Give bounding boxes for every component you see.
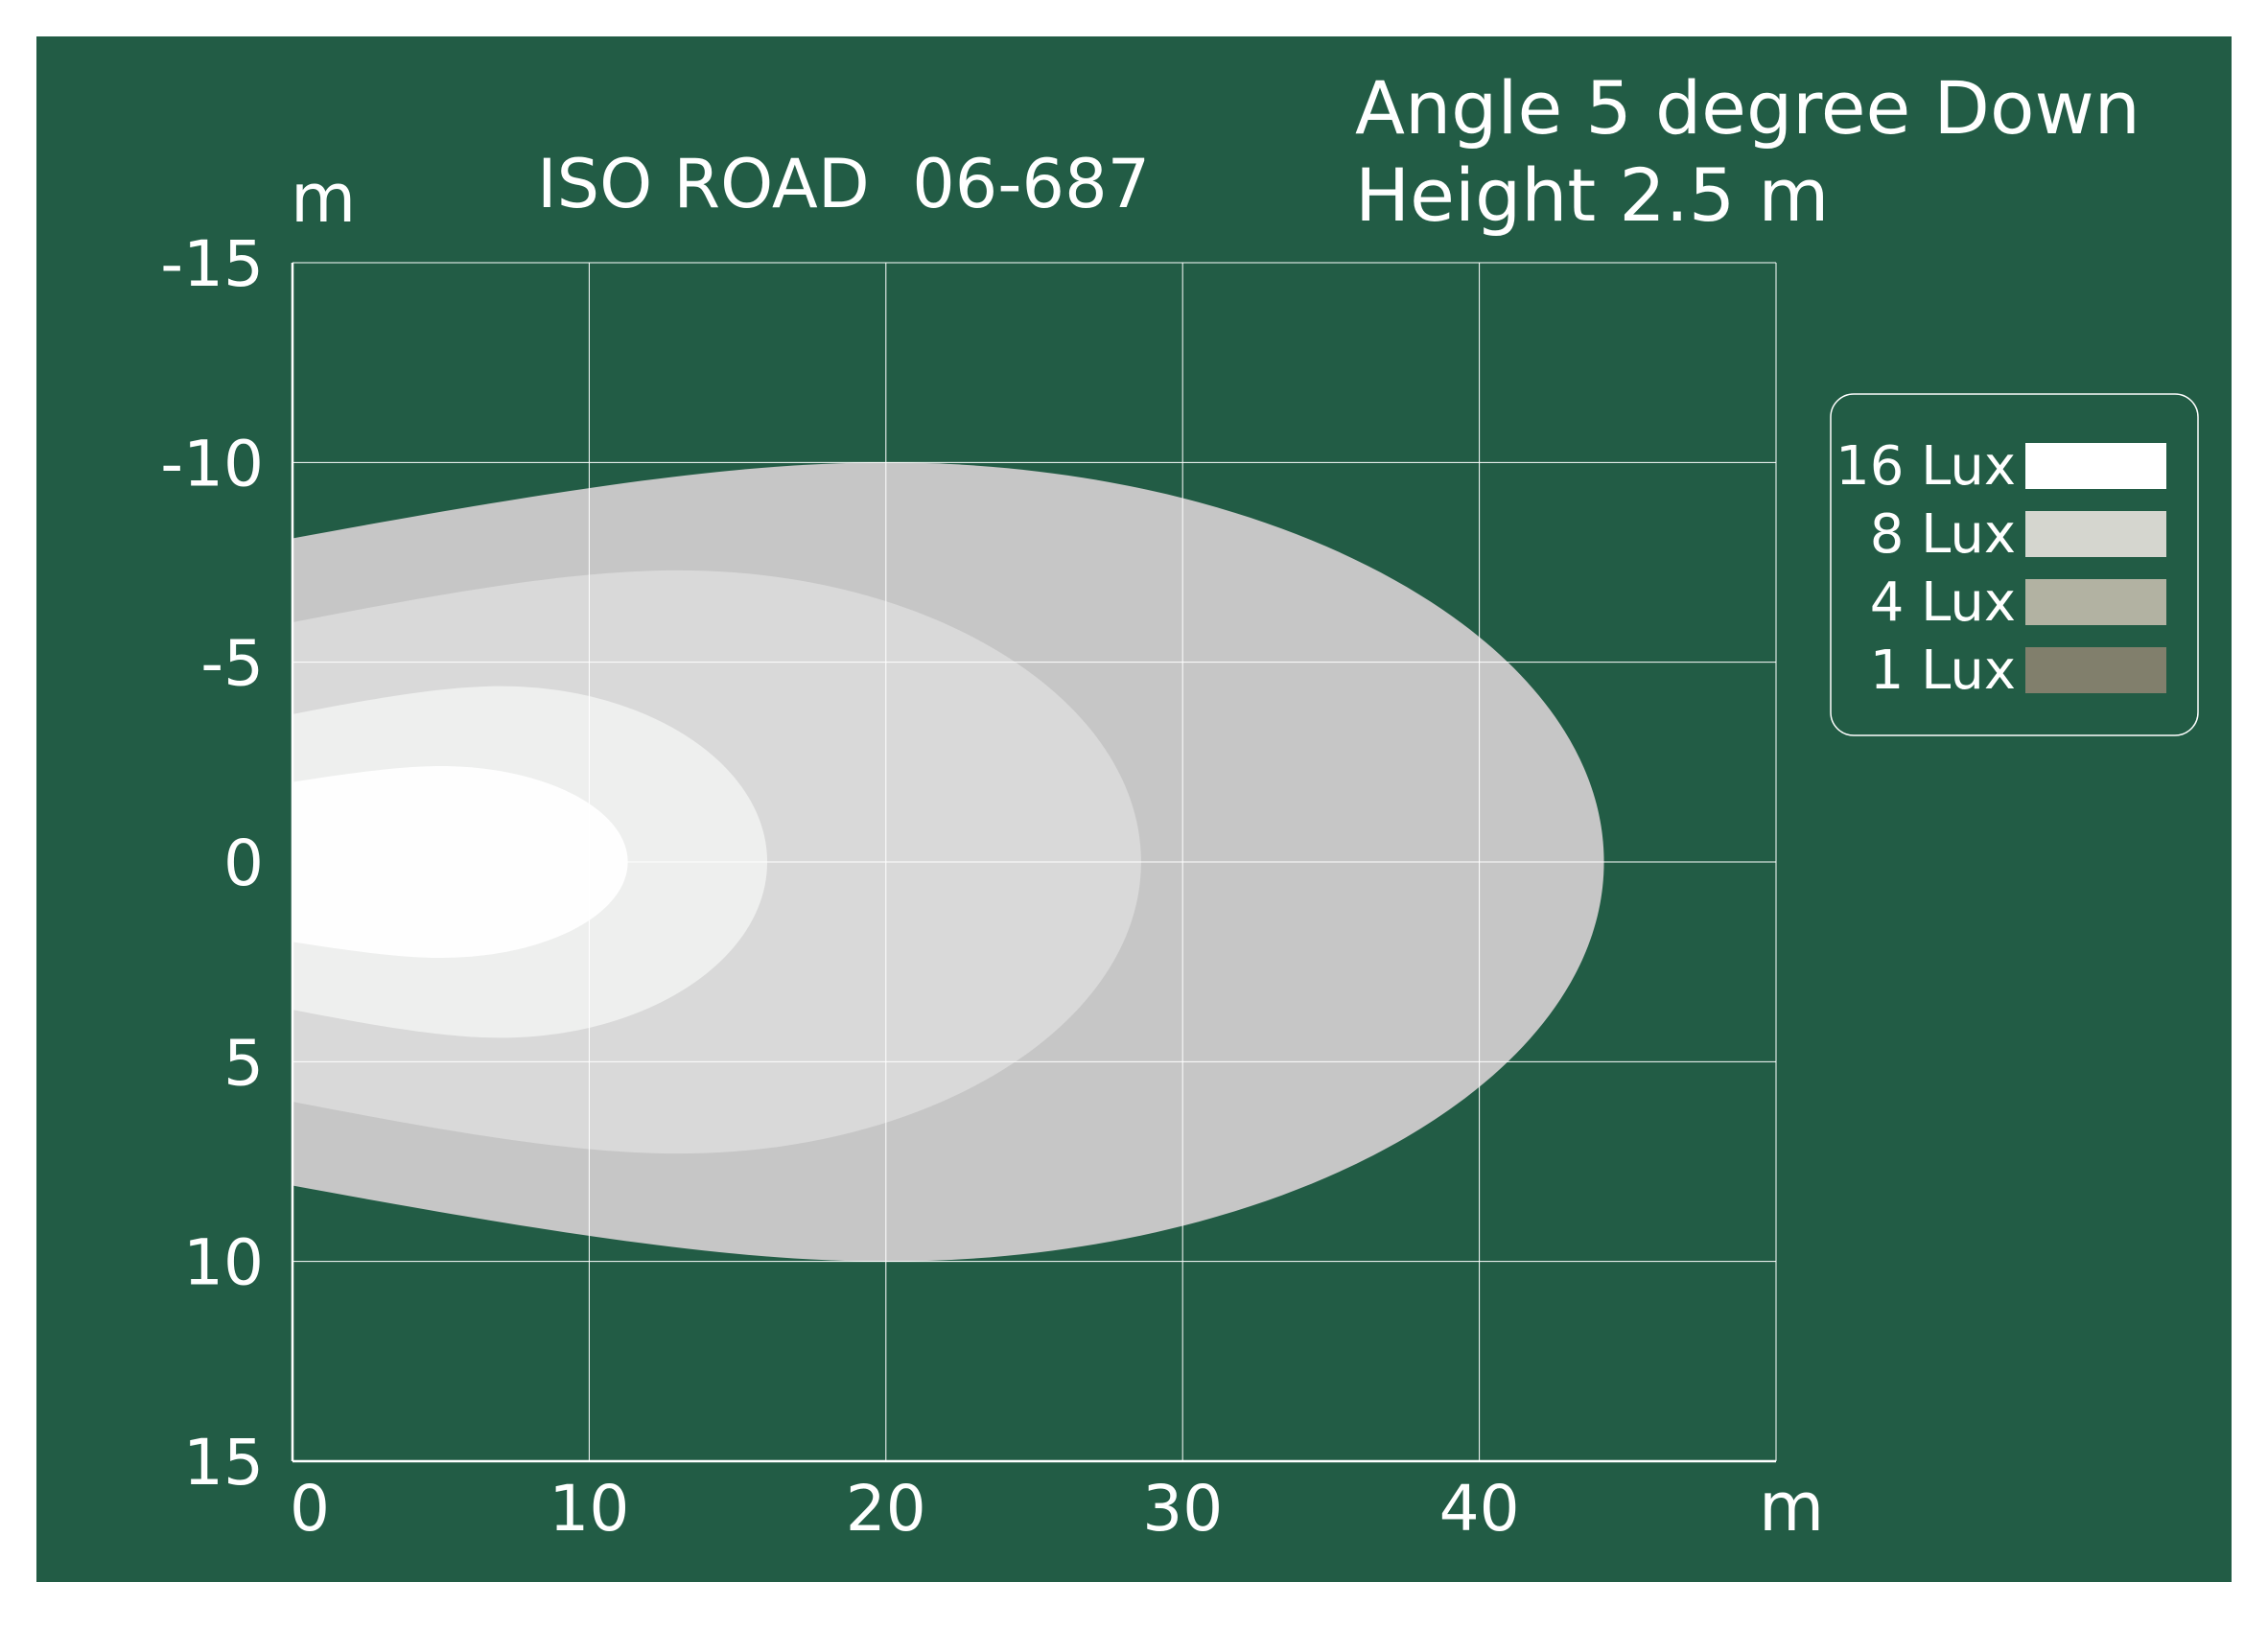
grid-lines: [291, 262, 1777, 1463]
chart-title: ISO ROAD 06-687: [537, 145, 1150, 223]
x-axis-unit-label: m: [1759, 1468, 1824, 1547]
y-tick-label: 5: [223, 1026, 264, 1100]
legend-frame: [1830, 393, 2199, 736]
x-tick-label: 0: [290, 1472, 330, 1546]
y-tick-label: 10: [183, 1226, 264, 1300]
y-tick-label: 15: [183, 1426, 264, 1500]
y-tick-label: -15: [160, 227, 264, 301]
legend-swatch: [2025, 511, 2166, 557]
height-subtitle: Height 2.5 m: [1355, 152, 1829, 238]
y-axis-unit-label: m: [291, 159, 356, 238]
y-tick-label: 0: [223, 826, 264, 900]
y-tick-labels: -15 -10 -5 0 5 10 15: [160, 227, 264, 1500]
x-tick-label: 30: [1142, 1472, 1223, 1546]
legend-label: 16 Lux: [1835, 435, 2016, 498]
legend-swatch: [2025, 443, 2166, 489]
y-tick-label: -5: [200, 627, 264, 701]
legend-label: 1 Lux: [1870, 640, 2016, 702]
angle-subtitle: Angle 5 degree Down: [1355, 65, 2140, 151]
legend-swatch: [2025, 579, 2166, 625]
legend-swatch: [2025, 647, 2166, 693]
x-tick-label: 40: [1439, 1472, 1520, 1546]
x-tick-labels: 0 10 20 30 40: [290, 1472, 1520, 1546]
x-tick-label: 20: [846, 1472, 926, 1546]
legend-label: 4 Lux: [1870, 571, 2016, 634]
legend-label: 8 Lux: [1870, 503, 2016, 566]
x-tick-label: 10: [549, 1472, 629, 1546]
y-tick-label: -10: [160, 427, 264, 500]
